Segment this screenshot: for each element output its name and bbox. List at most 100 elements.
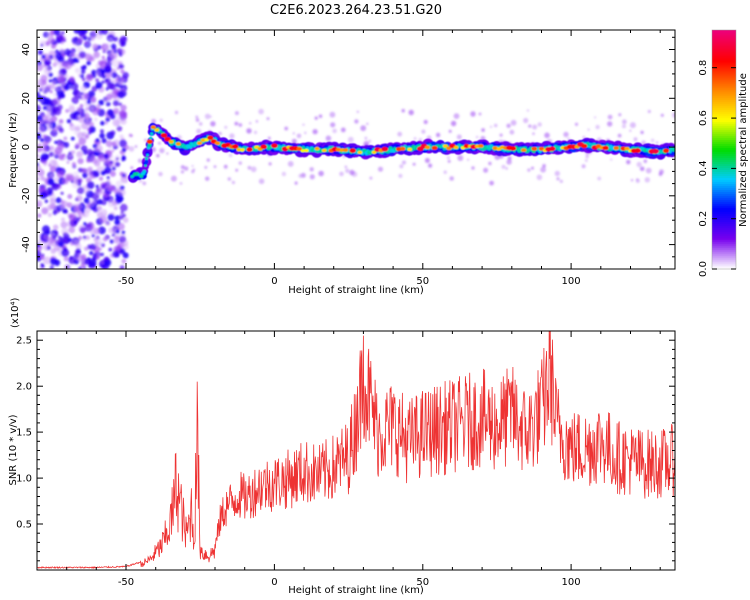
colorbar-segment [712, 79, 736, 83]
spectrogram-image [37, 30, 675, 269]
colorbar-segment [712, 55, 736, 59]
colorbar-tick-label: 0.4 [698, 160, 709, 176]
colorbar-segment [712, 183, 736, 186]
colorbar-segment [712, 181, 736, 184]
colorbar-segment [712, 199, 736, 202]
colorbar-segment [712, 165, 736, 169]
colorbar-segment [712, 111, 736, 115]
colorbar-segment [712, 83, 736, 87]
colorbar-segment [712, 113, 736, 117]
colorbar-segment [712, 229, 736, 232]
colorbar-segment [712, 207, 736, 210]
colorbar-segment [712, 33, 736, 37]
spectrogram-ticks: -50 0 50 100 -40 -20 0 20 40 [21, 30, 675, 287]
colorbar-segment [712, 201, 736, 204]
snr-x-label: Height of straight line (km) [288, 585, 424, 596]
colorbar-segment [712, 41, 736, 45]
colorbar-tick-label: 0.8 [698, 60, 709, 76]
colorbar-segment [712, 129, 736, 133]
colorbar-segment [712, 225, 736, 228]
spectrogram-y-tick-label: -40 [21, 236, 32, 252]
colorbar-segment [712, 51, 736, 55]
spectrogram-frame [36, 29, 676, 270]
colorbar-segment [712, 169, 736, 173]
colorbar-segment [712, 251, 736, 254]
colorbar-segment [712, 197, 736, 200]
colorbar-segment [712, 211, 736, 214]
colorbar-segment [712, 187, 736, 190]
colorbar-segment [712, 205, 736, 208]
colorbar-segment [712, 167, 736, 171]
colorbar-segment [712, 153, 736, 157]
snr-x-tick-label: -50 [118, 577, 134, 588]
colorbar-segment [712, 241, 736, 244]
colorbar-segment [712, 81, 736, 85]
snr-y-tick-label: 2.0 [16, 382, 32, 393]
colorbar-segment [712, 203, 736, 206]
snr-y-tick-label: 1.0 [16, 474, 32, 485]
colorbar-segment [712, 77, 736, 81]
colorbar-segment [712, 267, 736, 270]
colorbar-segment [712, 189, 736, 192]
colorbar-segment [712, 93, 736, 97]
colorbar-segment [712, 95, 736, 99]
colorbar-segment [712, 161, 736, 165]
spectrogram-panel: -50 0 50 100 -40 -20 0 20 40 Height of straight … [8, 29, 676, 296]
colorbar-segment [712, 105, 736, 109]
colorbar-tick-label: 0.2 [698, 211, 709, 227]
colorbar-segment [712, 85, 736, 89]
colorbar-segment [712, 75, 736, 79]
snr-series-line [37, 331, 675, 569]
colorbar-segment [712, 263, 736, 266]
colorbar-segment [712, 139, 736, 143]
colorbar-segment [712, 163, 736, 167]
colorbar-segment [712, 115, 736, 119]
colorbar-segment [712, 145, 736, 149]
colorbar-segment [712, 47, 736, 51]
colorbar-segment [712, 223, 736, 226]
colorbar-segment [712, 31, 736, 35]
colorbar-segment [712, 59, 736, 63]
colorbar-segment [712, 239, 736, 242]
colorbar-segment [712, 159, 736, 163]
snr-x-tick-label: 50 [416, 577, 429, 588]
colorbar-segment [712, 233, 736, 236]
snr-y-tick-label: 1.5 [16, 428, 32, 439]
colorbar-segment [712, 247, 736, 250]
colorbar-segment [712, 243, 736, 246]
colorbar-segment [712, 61, 736, 65]
snr-multiplier-label: (x10⁴) [10, 297, 21, 328]
colorbar-segment [712, 101, 736, 105]
colorbar-segment [712, 87, 736, 91]
colorbar: 0.0 0.2 0.4 0.6 0.8 Normalized spectral ampl… [698, 29, 749, 277]
spectrogram-x-tick-label: 100 [562, 276, 581, 287]
spectrogram-x-tick-label: 50 [416, 276, 429, 287]
colorbar-frame [711, 29, 737, 270]
colorbar-segment [712, 71, 736, 75]
colorbar-segment [712, 131, 736, 135]
colorbar-segment [712, 99, 736, 103]
spectrogram-x-tick-label: 0 [271, 276, 277, 287]
colorbar-segment [712, 245, 736, 248]
snr-panel: -50 0 50 100 0.5 1.0 1.5 2.0 2.5 Height of strai… [8, 297, 676, 596]
colorbar-segment [712, 257, 736, 260]
colorbar-segment [712, 127, 736, 131]
spectrogram-y-tick-label: 0 [21, 144, 32, 150]
colorbar-segment [712, 35, 736, 39]
colorbar-segment [712, 39, 736, 43]
spectrogram-y-tick-label: 20 [21, 92, 32, 105]
snr-x-tick-label: 100 [562, 577, 581, 588]
snr-ticks: -50 0 50 100 0.5 1.0 1.5 2.0 2.5 [16, 331, 675, 588]
colorbar-gradient [712, 30, 736, 270]
colorbar-segment [712, 191, 736, 194]
colorbar-segment [712, 89, 736, 93]
colorbar-segment [712, 67, 736, 71]
colorbar-segment [712, 37, 736, 41]
colorbar-segment [712, 235, 736, 238]
snr-y-tick-label: 0.5 [16, 520, 32, 531]
colorbar-segment [712, 45, 736, 49]
colorbar-segment [712, 179, 736, 182]
colorbar-segment [712, 209, 736, 212]
colorbar-segment [712, 109, 736, 113]
